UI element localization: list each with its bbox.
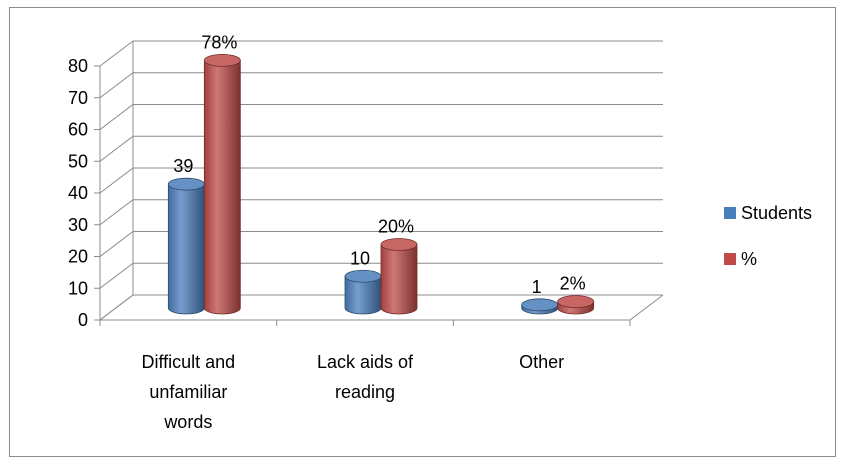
- y-tick-label: 60: [68, 120, 88, 140]
- bar-top: [557, 295, 595, 309]
- bar-top: [380, 238, 418, 251]
- category-label: Lack aids of reading: [317, 352, 414, 402]
- bar-top: [203, 53, 241, 67]
- legend-swatch: [724, 207, 736, 219]
- gridline-side: [99, 72, 134, 99]
- category-label: Other: [519, 352, 564, 372]
- y-tick-label: 0: [78, 310, 88, 330]
- gridline-side: [99, 199, 134, 226]
- bar-top: [167, 177, 205, 191]
- gridline-side: [99, 40, 134, 67]
- data-label: 20%: [378, 217, 414, 237]
- bar-percent-1: [380, 244, 418, 315]
- data-label: 78%: [201, 32, 237, 52]
- legend-label: Students: [741, 203, 812, 223]
- bar-top: [521, 298, 559, 312]
- legend-swatch: [724, 253, 736, 265]
- y-tick-labels: 0 10 20 30 40 50 60 70 80: [68, 56, 88, 330]
- axes: [94, 65, 631, 326]
- floor-edge-right: [629, 294, 664, 321]
- bar-students-0: [167, 183, 205, 315]
- bar-top: [344, 269, 382, 283]
- gridline-side: [99, 294, 134, 321]
- data-labels: 39 78% 10 20% 1 2%: [173, 32, 585, 296]
- gridline-side: [99, 231, 134, 257]
- gridline-side: [99, 104, 134, 130]
- y-tick-label: 70: [68, 88, 88, 108]
- gridline-side: [99, 135, 134, 162]
- y-tick-label: 50: [68, 151, 88, 171]
- category-labels: Difficult and unfamiliar words Lack aids of…: [141, 352, 564, 432]
- gridline-side: [99, 262, 134, 289]
- y-tick-label: 40: [68, 183, 88, 203]
- bar-percent-0: [203, 59, 241, 315]
- data-label: 10: [350, 248, 370, 268]
- y-tick-label: 10: [68, 278, 88, 298]
- data-label: 39: [173, 156, 193, 176]
- legend: Students%: [724, 203, 812, 269]
- category-label: Difficult and unfamiliar words: [141, 352, 235, 432]
- y-tick-label: 80: [68, 56, 88, 76]
- bars: [167, 53, 595, 315]
- y-tick-label: 30: [68, 215, 88, 235]
- y-tick-label: 20: [68, 247, 88, 267]
- gridline-side: [99, 167, 134, 194]
- data-label: 1: [532, 277, 542, 297]
- data-label: 2%: [560, 274, 586, 294]
- legend-label: %: [741, 249, 757, 269]
